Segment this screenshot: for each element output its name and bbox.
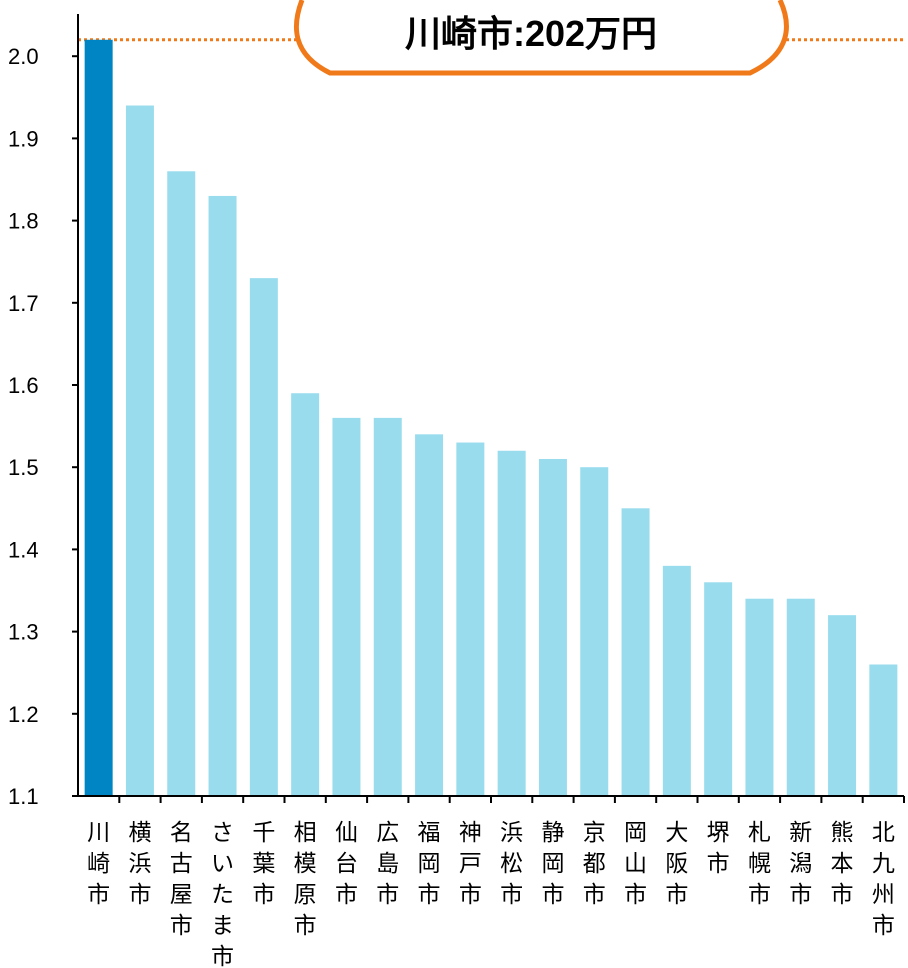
y-tick-label: 1.5 xyxy=(8,455,39,480)
y-tick-label: 1.3 xyxy=(8,620,39,645)
annotation-callout: 川崎市:202万円 xyxy=(293,0,789,76)
x-tick-label: 静岡市 xyxy=(541,819,564,907)
y-tick-label: 1.7 xyxy=(8,291,39,316)
x-tick-label: 浜松市 xyxy=(500,819,523,907)
bar xyxy=(291,393,320,796)
y-tick-label: 1.9 xyxy=(8,126,39,151)
bar xyxy=(373,417,402,796)
axes xyxy=(77,14,904,797)
x-tick-label: 広島市 xyxy=(376,819,399,907)
x-tick-label: 名古屋市 xyxy=(170,819,193,938)
x-tick-label: 千葉市 xyxy=(252,819,275,907)
bar xyxy=(415,434,444,796)
x-tick-label: 岡山市 xyxy=(624,819,647,907)
x-tick-label: 札幌市 xyxy=(748,819,771,907)
y-tick-label: 2.0 xyxy=(8,44,39,69)
bar xyxy=(538,458,567,796)
bar xyxy=(704,582,733,796)
bar xyxy=(456,442,485,796)
x-tick-label: 新潟市 xyxy=(789,819,812,907)
y-tick-label: 1.4 xyxy=(8,537,39,562)
x-tick-label: さいたま市 xyxy=(211,819,234,968)
bar xyxy=(497,450,526,796)
bar xyxy=(662,565,691,796)
y-tick-label: 1.1 xyxy=(8,784,39,809)
y-tick-label: 1.8 xyxy=(8,209,39,234)
bar xyxy=(167,171,196,796)
bar xyxy=(621,508,650,796)
y-tick-label: 1.6 xyxy=(8,373,39,398)
bar xyxy=(84,39,113,796)
bars xyxy=(84,39,898,796)
x-tick-label: 神戸市 xyxy=(459,819,482,907)
y-tick-label: 1.2 xyxy=(8,702,39,727)
x-tick-label: 川崎市 xyxy=(87,819,110,907)
bar xyxy=(249,278,278,796)
x-tick-label: 堺市 xyxy=(707,819,730,876)
x-tick-label: 相模原市 xyxy=(294,819,317,938)
callout-bubble xyxy=(293,0,789,76)
bar xyxy=(745,598,774,796)
y-ticks: 1.1 1.2 1.3 1.4 1.5 1.6 1.7 1.8 1.9 2.0 xyxy=(8,44,78,809)
x-tick-label: 横浜市 xyxy=(128,819,151,907)
x-labels: 川崎市横浜市名古屋市さいたま市千葉市相模原市仙台市広島市福岡市神戸市浜松市静岡市… xyxy=(87,819,895,968)
bar xyxy=(828,615,857,796)
x-tick-label: 京都市 xyxy=(583,819,606,907)
x-tick-label: 北九州市 xyxy=(872,819,895,938)
annotation-text: 川崎市:202万円 xyxy=(405,13,657,54)
x-tick-label: 大阪市 xyxy=(665,819,688,907)
bar xyxy=(869,664,898,796)
x-tick-label: 熊本市 xyxy=(831,819,854,907)
x-tick-label: 仙台市 xyxy=(335,819,358,907)
bar xyxy=(580,467,609,796)
bar xyxy=(786,598,815,796)
bar xyxy=(125,105,154,796)
x-ticks xyxy=(118,796,905,803)
bar xyxy=(208,195,237,796)
bar xyxy=(332,417,361,796)
x-tick-label: 福岡市 xyxy=(418,819,441,907)
